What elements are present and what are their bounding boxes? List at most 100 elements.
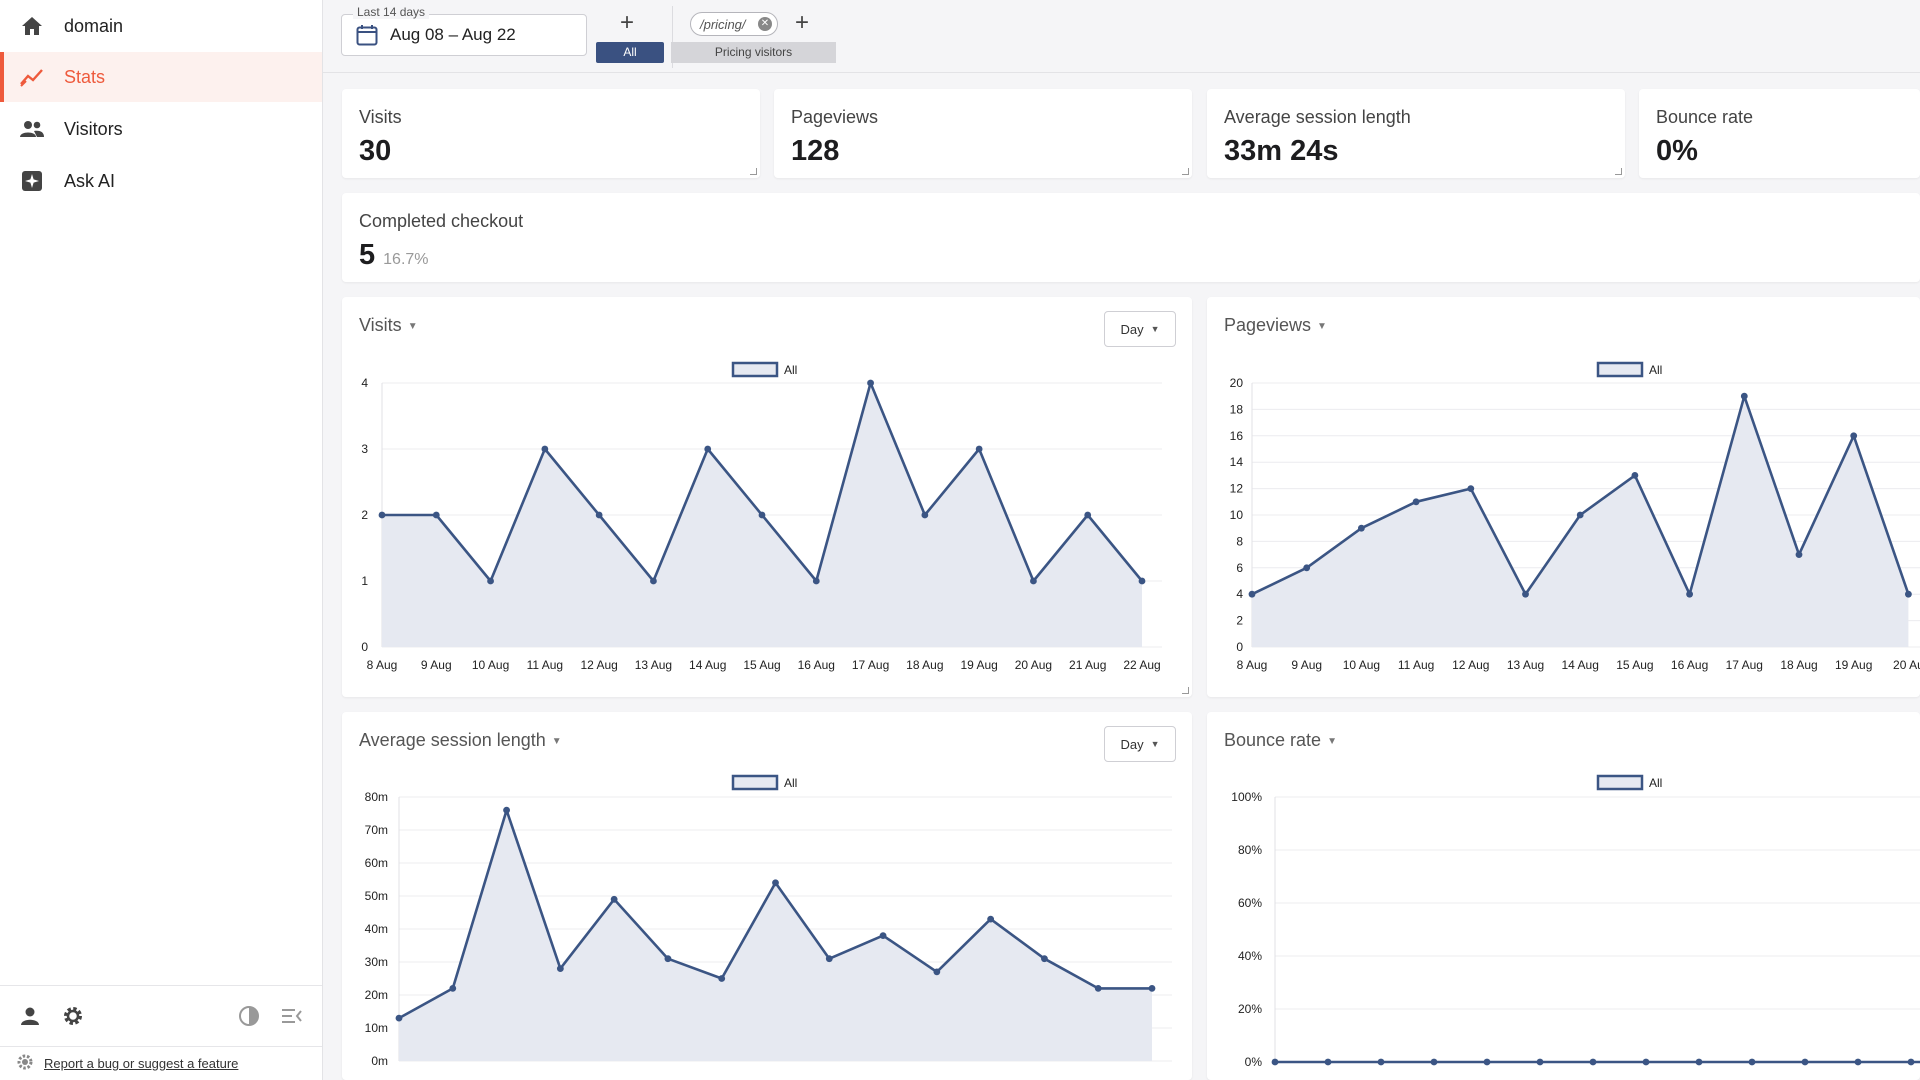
data-point <box>975 445 983 453</box>
chart-title-dropdown[interactable]: Average session length ▼ <box>359 730 562 751</box>
sidebar-item-label: Ask AI <box>64 170 116 191</box>
data-point <box>1905 590 1912 598</box>
goal-value: 5 <box>359 239 376 271</box>
y-tick-label: 14 <box>1230 455 1244 469</box>
y-tick-label: 100% <box>1231 790 1262 804</box>
y-tick-label: 2 <box>361 508 368 522</box>
data-point <box>556 965 564 972</box>
sidebar-item-stats[interactable]: Stats <box>0 52 322 102</box>
sidebar-item-domain[interactable]: domain <box>0 1 322 51</box>
user-icon[interactable] <box>16 1002 44 1030</box>
data-point <box>1084 511 1092 519</box>
goal-card-completed-checkout[interactable]: Completed checkout 5 16.7% <box>342 193 1920 282</box>
segment-divider <box>672 6 673 68</box>
chart-title-dropdown[interactable]: Bounce rate ▼ <box>1224 730 1337 751</box>
y-tick-label: 1 <box>361 574 368 588</box>
goal-value-wrapper: 5 16.7% <box>359 239 429 272</box>
y-tick-label: 0 <box>361 640 368 654</box>
segment-all[interactable]: All <box>596 42 664 63</box>
kpi-label: Average session length <box>1224 107 1411 127</box>
data-point <box>1740 392 1748 400</box>
interval-dropdown[interactable]: Day ▼ <box>1104 311 1176 347</box>
date-range-picker[interactable]: Aug 08 – Aug 22 <box>341 14 587 56</box>
kpi-card-average-session-length[interactable]: Average session length 33m 24s <box>1207 89 1625 178</box>
resize-handle[interactable] <box>750 168 757 175</box>
chart-title: Bounce rate <box>1224 730 1322 750</box>
ask-ai-icon <box>20 169 44 193</box>
data-point <box>650 577 657 585</box>
x-tick-label: 22 Aug <box>1123 658 1160 672</box>
collapse-sidebar-icon[interactable] <box>278 1002 306 1030</box>
goal-percent: 16.7% <box>383 251 429 268</box>
data-point <box>1483 1058 1491 1066</box>
add-segment-plus-icon[interactable]: + <box>620 9 635 36</box>
kpi-value: 33m 24s <box>1224 135 1339 167</box>
y-tick-label: 70m <box>365 823 388 837</box>
x-tick-label: 8 Aug <box>1237 658 1268 672</box>
data-point <box>1430 1058 1438 1066</box>
data-point <box>879 932 887 939</box>
data-point <box>503 806 510 814</box>
data-point <box>1850 432 1858 440</box>
data-point <box>1631 472 1639 479</box>
resize-handle[interactable] <box>1182 168 1189 175</box>
gear-icon[interactable] <box>59 1002 87 1030</box>
data-point <box>1324 1058 1332 1066</box>
segment-pricing-visitors[interactable]: Pricing visitors <box>671 42 836 63</box>
y-tick-label: 4 <box>361 376 368 390</box>
data-point <box>1303 564 1311 572</box>
sidebar-item-ask-ai[interactable]: Ask AI <box>0 156 322 206</box>
data-point <box>1377 1058 1385 1066</box>
kpi-card-bounce-rate[interactable]: Bounce rate 0% <box>1639 89 1920 178</box>
data-point <box>487 577 494 585</box>
y-tick-label: 0% <box>1245 1055 1263 1069</box>
remove-filter-icon[interactable]: ✕ <box>758 17 772 31</box>
y-tick-label: 12 <box>1230 482 1244 496</box>
y-tick-label: 60% <box>1238 896 1262 910</box>
legend-label: All <box>1649 363 1662 377</box>
x-tick-label: 12 Aug <box>580 658 617 672</box>
data-point <box>1148 985 1156 992</box>
stats-icon <box>20 65 44 89</box>
kpi-card-visits[interactable]: Visits 30 <box>342 89 760 178</box>
add-filter-plus-icon[interactable]: + <box>795 9 810 36</box>
sidebar-item-visitors[interactable]: Visitors <box>0 104 322 154</box>
kpi-value: 0% <box>1656 135 1698 167</box>
chart-title-dropdown[interactable]: Visits ▼ <box>359 315 418 336</box>
sidebar-item-label: Visitors <box>64 118 123 139</box>
data-point <box>432 511 440 519</box>
caret-down-icon: ▼ <box>407 320 418 332</box>
x-tick-label: 13 Aug <box>635 658 672 672</box>
resize-handle[interactable] <box>1615 168 1622 175</box>
data-point <box>704 445 712 453</box>
data-point <box>610 895 618 903</box>
data-point <box>1041 955 1048 963</box>
y-tick-label: 16 <box>1230 429 1244 443</box>
date-range-value: Aug 08 – Aug 22 <box>390 25 516 44</box>
x-tick-label: 16 Aug <box>1671 658 1708 672</box>
theme-toggle-icon[interactable] <box>235 1002 263 1030</box>
data-point <box>1094 985 1102 992</box>
sidebar-item-label: domain <box>64 15 124 36</box>
x-tick-label: 14 Aug <box>689 658 726 672</box>
chart-title-dropdown[interactable]: Pageviews ▼ <box>1224 315 1327 336</box>
data-point <box>595 511 603 519</box>
data-point <box>378 511 386 519</box>
x-tick-label: 12 Aug <box>1452 658 1489 672</box>
x-tick-label: 16 Aug <box>798 658 835 672</box>
data-point <box>1522 590 1529 598</box>
interval-dropdown[interactable]: Day ▼ <box>1104 726 1176 762</box>
y-tick-label: 6 <box>1236 561 1243 575</box>
x-tick-label: 19 Aug <box>960 658 997 672</box>
caret-down-icon: ▼ <box>1317 320 1327 332</box>
data-point <box>1358 524 1365 532</box>
legend-label: All <box>784 363 797 377</box>
kpi-card-pageviews[interactable]: Pageviews 128 <box>774 89 1192 178</box>
x-tick-label: 15 Aug <box>743 658 780 672</box>
resize-handle[interactable] <box>1182 687 1189 694</box>
data-point <box>1467 485 1475 492</box>
sidebar-bottom-bar <box>0 985 322 1046</box>
report-bug-link[interactable]: Report a bug or suggest a feature <box>44 1056 239 1071</box>
x-tick-label: 18 Aug <box>1780 658 1817 672</box>
filter-chip-pricing[interactable]: /pricing/ ✕ <box>690 12 778 36</box>
